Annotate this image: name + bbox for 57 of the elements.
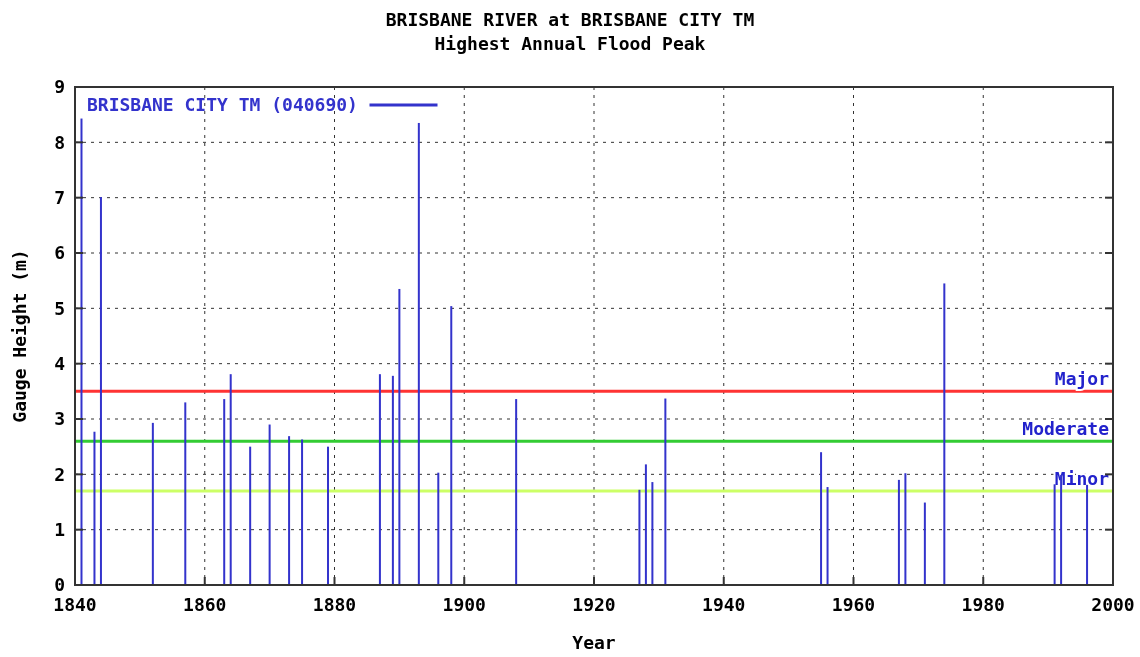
bar xyxy=(93,431,96,585)
bar xyxy=(820,452,823,585)
legend-label: BRISBANE CITY TM (040690) xyxy=(87,94,358,115)
bar xyxy=(268,424,271,585)
bar xyxy=(223,399,226,585)
bar xyxy=(450,306,453,585)
bar xyxy=(664,398,667,585)
x-tick-label: 1900 xyxy=(442,594,486,615)
bar xyxy=(826,487,829,585)
bar xyxy=(1053,484,1056,585)
bar xyxy=(437,472,440,585)
x-tick-label: 1860 xyxy=(183,594,227,615)
bar xyxy=(923,502,926,585)
y-tick-label: 4 xyxy=(54,352,66,374)
bar xyxy=(644,464,647,585)
chart-title: BRISBANE RIVER at BRISBANE CITY TM xyxy=(385,9,755,30)
bar xyxy=(151,422,154,585)
y-tick-label: 5 xyxy=(54,297,65,319)
bar xyxy=(327,446,330,585)
ref-line-label: Moderate xyxy=(1022,418,1110,440)
bar xyxy=(184,402,187,585)
bar xyxy=(398,288,401,585)
x-tick-label: 1840 xyxy=(53,594,97,615)
bar xyxy=(378,374,381,585)
y-tick-label: 0 xyxy=(54,574,65,596)
y-tick-label: 3 xyxy=(54,408,65,430)
bar xyxy=(249,446,252,585)
ref-line-label: Major xyxy=(1054,368,1110,390)
bar xyxy=(638,489,641,585)
x-tick-label: 1940 xyxy=(702,594,746,615)
x-tick-label: 2000 xyxy=(1091,594,1135,615)
y-tick-label: 1 xyxy=(54,518,65,540)
bar xyxy=(288,436,291,585)
bar xyxy=(80,118,83,585)
bar xyxy=(99,197,102,585)
x-axis-title: Year xyxy=(572,632,616,653)
bar xyxy=(904,473,907,585)
x-tick-label: 1880 xyxy=(312,594,357,615)
x-tick-label: 1980 xyxy=(961,594,1005,615)
chart-subtitle: Highest Annual Flood Peak xyxy=(434,33,706,54)
x-tick-label: 1920 xyxy=(572,594,616,615)
bar xyxy=(515,399,518,585)
y-tick-label: 2 xyxy=(54,463,65,485)
bar xyxy=(417,122,420,585)
y-tick-label: 8 xyxy=(54,131,65,153)
y-tick-label: 6 xyxy=(54,242,65,264)
bar xyxy=(391,375,394,585)
x-tick-label: 1960 xyxy=(831,594,876,615)
bar xyxy=(943,283,946,585)
y-tick-label: 9 xyxy=(54,76,65,98)
bar xyxy=(229,374,232,585)
bar xyxy=(1086,484,1089,585)
y-tick-label: 7 xyxy=(54,186,65,208)
y-axis-title: Gauge Height (m) xyxy=(9,249,30,423)
bar xyxy=(897,479,900,585)
bar xyxy=(651,482,654,585)
bar xyxy=(301,439,304,585)
